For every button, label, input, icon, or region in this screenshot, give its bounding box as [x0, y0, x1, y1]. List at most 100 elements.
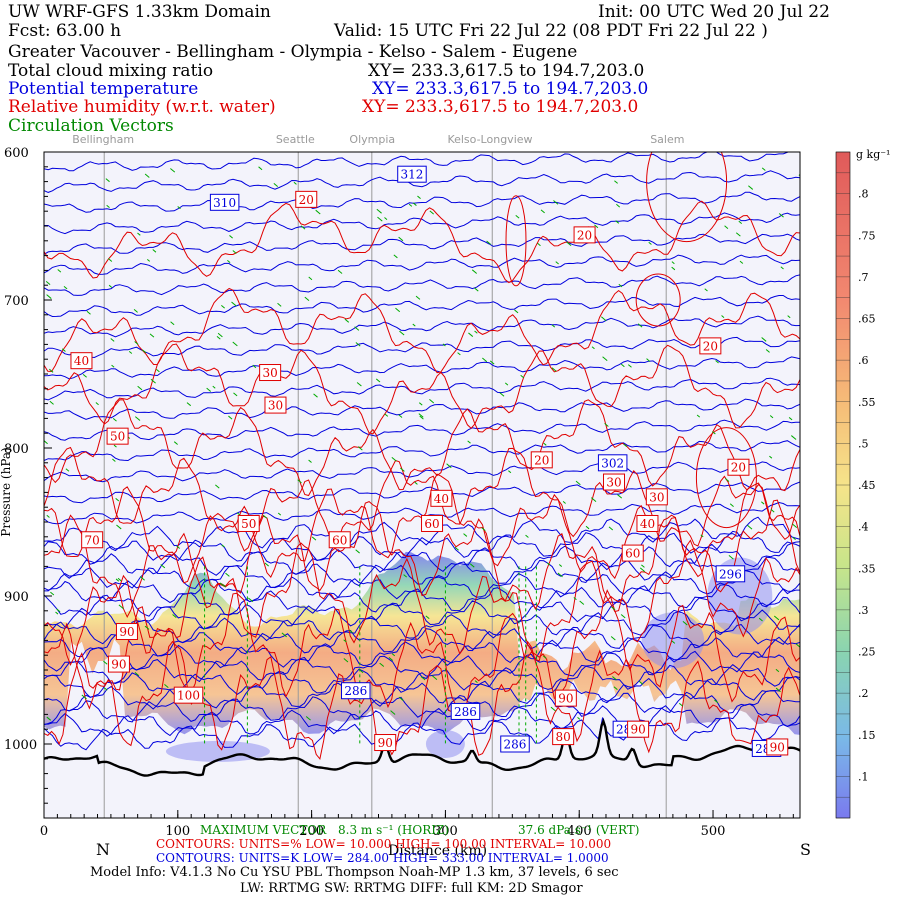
x-tick-label: 400 — [567, 824, 592, 839]
theta-contour — [44, 398, 800, 420]
vector-arrow — [792, 536, 796, 541]
vector-arrow — [671, 261, 675, 265]
rh-contour — [44, 589, 800, 718]
vector-arrow — [398, 236, 404, 242]
vector-arrow — [273, 183, 279, 187]
rh-label: 60 — [424, 517, 439, 531]
vector-arrow — [520, 374, 525, 379]
vector-arrow — [144, 173, 150, 178]
theta-contour — [44, 254, 800, 275]
vector-arrow — [164, 683, 169, 688]
field-circulation-vectors: Circulation Vectors — [8, 116, 174, 136]
vector-arrow — [769, 415, 774, 419]
vector-arrow — [646, 358, 651, 362]
vector-arrow — [308, 276, 313, 281]
vector-arrow — [388, 657, 394, 661]
cloud-area — [44, 551, 800, 735]
cloud-patch — [641, 612, 705, 669]
vector-arrow — [308, 459, 312, 463]
rh-label-box — [70, 352, 93, 370]
vector-arrow — [311, 536, 317, 541]
vector-arrow — [172, 614, 177, 618]
theta-contour — [44, 556, 800, 592]
rh-label-box — [81, 531, 104, 549]
rh-label: 40 — [434, 492, 449, 506]
vector-arrow — [468, 332, 474, 337]
vector-arrow — [638, 680, 644, 685]
vector-arrow — [107, 258, 113, 262]
vector-arrow — [357, 446, 363, 451]
vector-arrow — [601, 316, 607, 322]
vector-arrow — [115, 497, 120, 502]
rh-contour — [44, 200, 800, 284]
vector-arrow — [227, 259, 231, 264]
theta-contour — [44, 623, 800, 658]
model-info-physics: LW: RRTMG SW: RRTMG DIFF: full KM: 2D Sm… — [240, 881, 583, 896]
vector-arrow — [557, 572, 563, 578]
vector-arrow — [540, 209, 545, 214]
rh-label-box — [699, 337, 722, 355]
vector-arrow — [56, 608, 61, 613]
vector-arrow — [103, 660, 108, 665]
vector-arrow — [212, 385, 216, 389]
vector-arrow — [508, 470, 512, 474]
y-axis-label: Pressure (hPa) — [0, 447, 13, 537]
rh-label-box — [237, 514, 260, 532]
vector-arrow — [315, 209, 321, 215]
rh-label: 30 — [606, 476, 621, 490]
vector-arrow — [610, 636, 616, 641]
vector-arrow — [45, 280, 51, 285]
vector-arrow — [343, 658, 349, 663]
rh-label-box — [552, 728, 575, 746]
colorbar-tick-label: .65 — [858, 313, 876, 326]
vector-arrow — [222, 584, 226, 588]
vector-arrow — [412, 202, 417, 206]
vector-arrow — [602, 356, 608, 362]
vector-arrow — [377, 216, 383, 222]
vector-arrow — [648, 241, 652, 245]
rh-loop — [646, 152, 728, 243]
rh-label-box — [173, 686, 204, 704]
vector-arrow — [343, 639, 347, 643]
theta-label: 286 — [454, 705, 477, 719]
vector-arrow — [775, 687, 781, 693]
vector-arrow — [313, 393, 318, 398]
vector-arrow — [700, 534, 704, 538]
theta-contour — [44, 440, 800, 462]
colorbar-tick-label: .45 — [858, 479, 876, 492]
vector-arrow — [418, 402, 423, 406]
rh-label: 40 — [640, 517, 655, 531]
max-vector-label: MAXIMUM VECTOR — [200, 823, 327, 837]
rh-label-box — [107, 655, 130, 673]
vector-arrow — [137, 232, 141, 236]
rh-label: 90 — [770, 740, 785, 754]
theta-label: 296 — [719, 567, 742, 581]
rh-label: 100 — [177, 689, 200, 703]
vector-arrow — [791, 435, 797, 440]
theta-contour-info: CONTOURS: UNITS=K LOW= 284.00 HIGH= 333.… — [156, 851, 609, 865]
vector-arrow — [758, 617, 763, 622]
vector-arrow — [337, 269, 343, 274]
field-relative-humidity: Relative humidity (w.r.t. water) — [8, 97, 276, 117]
vector-arrow — [391, 456, 397, 462]
vector-arrow — [769, 455, 773, 459]
vector-arrow — [117, 577, 122, 582]
vector-arrow — [400, 467, 405, 472]
vector-arrow — [398, 414, 403, 418]
plot-frame — [43, 151, 801, 819]
vector-arrow — [258, 166, 263, 171]
theta-contour — [44, 676, 800, 712]
rh-label: 90 — [378, 736, 393, 750]
vector-arrow — [215, 484, 220, 489]
theta-contour — [44, 152, 800, 172]
x-tick-label: 100 — [165, 824, 190, 839]
vector-arrow — [46, 294, 52, 299]
rh-label-box — [573, 226, 596, 244]
rh-label: 70 — [85, 533, 100, 547]
vector-arrow — [721, 315, 725, 318]
vector-arrow — [348, 629, 353, 634]
theta-label-box — [209, 193, 240, 211]
vector-arrow — [110, 338, 115, 342]
vector-arrow — [219, 582, 224, 586]
vector-arrow — [403, 574, 408, 578]
